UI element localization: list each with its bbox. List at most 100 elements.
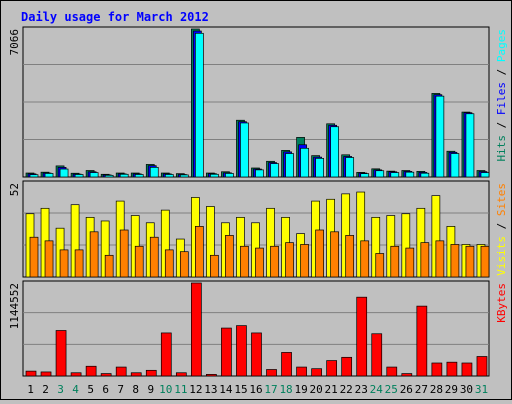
bar-sites-day-15 (240, 245, 249, 278)
bar-pages-day-23 (360, 173, 370, 178)
chart-title: Daily usage for March 2012 (21, 10, 209, 24)
bar-pages-day-19 (300, 147, 309, 178)
bar-pages-day-31 (480, 172, 490, 178)
x-tick-label: 22 (340, 383, 353, 396)
bar-kbytes-day-13 (206, 374, 217, 377)
x-tick-label: 31 (475, 383, 488, 396)
x-tick-label: 30 (460, 383, 473, 396)
bar-pages-day-16 (255, 169, 264, 178)
bar-sites-day-20 (315, 229, 324, 278)
x-tick-label: 19 (294, 383, 307, 396)
x-tick-label: 6 (102, 383, 109, 396)
x-tick-label: 12 (189, 383, 202, 396)
y-max-label: 52 (8, 183, 21, 196)
x-tick-label: 26 (400, 383, 413, 396)
bar-sites-day-31 (480, 245, 490, 278)
bar-kbytes-day-1 (25, 370, 37, 377)
bar-kbytes-day-18 (281, 352, 292, 377)
x-tick-label: 14 (219, 383, 233, 396)
legend: Hits / Files / Pages (495, 29, 508, 162)
x-tick-label: 13 (204, 383, 217, 396)
bar-pages-day-14 (225, 173, 234, 178)
x-tick-label: 4 (72, 383, 79, 396)
bar-kbytes-day-16 (251, 332, 262, 377)
bar-kbytes-day-26 (401, 373, 413, 377)
bar-sites-day-25 (390, 245, 400, 278)
bar-kbytes-day-9 (145, 369, 157, 377)
bar-kbytes-day-27 (416, 305, 428, 377)
bar-sites-day-9 (149, 236, 159, 278)
legend-files: Files (495, 82, 508, 115)
bar-kbytes-day-25 (386, 366, 398, 377)
x-tick-label: 29 (445, 383, 458, 396)
x-tick-label: 8 (132, 383, 139, 396)
bar-sites-day-6 (104, 254, 114, 278)
bar-sites-day-14 (225, 235, 234, 278)
bar-pages-day-10 (164, 174, 174, 178)
bar-sites-day-21 (330, 231, 339, 278)
bar-sites-day-13 (210, 254, 219, 278)
x-tick-label: 20 (310, 383, 323, 396)
bar-kbytes-day-14 (221, 327, 232, 377)
bar-pages-day-6 (104, 174, 114, 178)
x-tick-label: 5 (87, 383, 94, 396)
panel-hits-files-pages: 7066 Hits / Files / Pages (8, 26, 508, 178)
bar-pages-day-13 (210, 173, 219, 178)
bar-sites-day-17 (270, 245, 279, 278)
bar-pages-day-18 (285, 153, 294, 178)
bar-kbytes-day-20 (311, 368, 322, 377)
x-tick-label: 18 (279, 383, 292, 396)
bar-pages-day-29 (450, 153, 460, 178)
bar-kbytes-day-10 (160, 332, 172, 377)
bar-kbytes-day-21 (326, 360, 337, 377)
bar-sites-day-7 (119, 229, 129, 278)
panel-kbytes: 1144552 KBytes (8, 280, 508, 377)
bar-pages-day-9 (149, 167, 159, 178)
bar-pages-day-22 (345, 157, 355, 178)
y-max-label: 7066 (8, 29, 21, 56)
legend: KBytes (495, 283, 508, 323)
legend-kbytes: KBytes (495, 283, 508, 323)
bar-pages-day-30 (465, 113, 475, 178)
bar-pages-day-26 (405, 171, 415, 178)
bar-pages-day-27 (420, 172, 430, 178)
x-tick-label: 16 (249, 383, 262, 396)
x-tick-label: 24 (370, 383, 384, 396)
bar-sites-day-10 (164, 249, 174, 278)
bar-pages-day-11 (179, 174, 189, 178)
bar-kbytes-day-15 (236, 325, 247, 377)
bar-kbytes-day-4 (70, 372, 82, 377)
x-tick-label: 23 (355, 383, 368, 396)
x-tick-label: 15 (234, 383, 247, 396)
x-tick-label: 25 (385, 383, 398, 396)
legend-visits: Visits (495, 236, 508, 276)
bar-kbytes-day-28 (431, 362, 443, 377)
bar-kbytes-day-30 (461, 362, 473, 377)
bar-kbytes-day-5 (85, 365, 97, 377)
bar-pages-day-28 (435, 95, 445, 178)
bar-kbytes-day-3 (55, 330, 67, 377)
bar-kbytes-day-8 (130, 372, 142, 377)
bar-kbytes-day-31 (476, 356, 488, 377)
bar-kbytes-day-17 (266, 369, 277, 377)
bar-pages-day-5 (89, 172, 99, 178)
x-tick-label: 28 (430, 383, 443, 396)
bar-pages-day-15 (240, 122, 249, 178)
bar-kbytes-day-7 (115, 366, 127, 377)
bar-sites-day-11 (179, 251, 189, 278)
bar-kbytes-day-23 (356, 296, 368, 377)
bar-sites-day-24 (375, 253, 385, 278)
x-tick-label: 3 (57, 383, 64, 396)
bar-sites-day-28 (435, 240, 445, 278)
bar-sites-day-30 (465, 245, 475, 278)
legend-hits: Hits (495, 135, 508, 162)
bar-kbytes-day-24 (371, 333, 383, 377)
bar-sites-day-16 (255, 247, 264, 278)
x-tick-label: 21 (325, 383, 338, 396)
bar-sites-day-5 (89, 231, 99, 278)
bar-pages-day-12 (195, 32, 204, 178)
bar-kbytes-day-11 (175, 372, 187, 377)
bar-kbytes-day-6 (100, 373, 112, 377)
bar-sites-day-29 (450, 244, 460, 278)
